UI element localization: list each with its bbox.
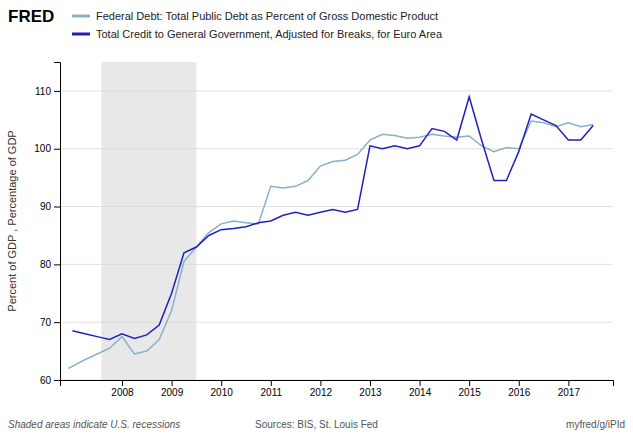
- x-tick-label: 2016: [508, 387, 531, 398]
- y-axis: 60 70 80 90 100 110: [34, 63, 60, 386]
- x-tick: 2010: [211, 380, 234, 398]
- y-tick-mark: [54, 149, 60, 150]
- series-line: [68, 121, 593, 368]
- x-tick-mark: [122, 380, 123, 386]
- y-tick: 60: [40, 375, 60, 386]
- x-tick: 2012: [310, 380, 333, 398]
- y-tick: 80: [40, 259, 60, 270]
- x-tick-mark: [568, 380, 569, 386]
- x-tick-label: 2017: [558, 387, 581, 398]
- x-tick: 2017: [558, 380, 581, 398]
- header-text: FRED: [8, 7, 54, 26]
- x-tick-mark: [469, 380, 470, 386]
- y-tick-mark: [54, 380, 60, 381]
- x-tick: 2008: [111, 380, 134, 398]
- x-tick-label: 2008: [111, 387, 134, 398]
- legend-swatch: [72, 15, 90, 18]
- y-tick: 70: [40, 317, 60, 328]
- x-tick-label: 2014: [409, 387, 432, 398]
- legend-label: Federal Debt: Total Public Debt as Perce…: [96, 10, 438, 22]
- footer-text: myfred/g/iPId: [566, 419, 625, 430]
- x-axis: 2008 2009 2010 2011 2012 2013 2014 2015 2016 2017: [61, 380, 614, 398]
- footer-text: Sources: BIS, St. Louis Fed: [255, 419, 378, 430]
- series-line: [72, 97, 593, 340]
- plot-area: [68, 62, 593, 380]
- x-tick-label: 2009: [161, 387, 184, 398]
- x-tick: 2015: [459, 380, 482, 398]
- x-tick: 2016: [508, 380, 531, 398]
- y-tick-label: 100: [34, 143, 51, 154]
- x-tick-mark: [420, 380, 421, 386]
- y-tick-mark: [54, 322, 60, 323]
- x-tick-mark: [519, 380, 520, 386]
- y-axis-line: [54, 63, 61, 381]
- y-tick-label: 70: [40, 317, 52, 328]
- y-tick: 100: [34, 143, 60, 154]
- y-tick-label: 80: [40, 259, 52, 270]
- x-tick: 2009: [161, 380, 184, 398]
- y-tick-label: 60: [40, 375, 52, 386]
- x-tick: 2014: [409, 380, 432, 398]
- legend-label: Total Credit to General Government, Adju…: [96, 28, 443, 40]
- y-tick-mark: [54, 91, 60, 92]
- legend-swatch: [72, 33, 90, 36]
- y-tick-label: 110: [35, 86, 51, 97]
- y-tick-label: 90: [40, 201, 52, 212]
- y-axis-title: Percent of GDP , Percentage of GDP: [6, 130, 18, 311]
- legend: Federal Debt: Total Public Debt as Perce…: [72, 10, 443, 40]
- x-tick: 2011: [261, 380, 283, 398]
- y-tick-mark: [54, 264, 60, 265]
- y-tick-mark: [54, 207, 60, 208]
- x-tick-label: 2013: [359, 387, 382, 398]
- y-tick: 90: [40, 201, 60, 212]
- x-axis-line: [61, 381, 614, 387]
- x-tick-label: 2012: [310, 387, 333, 398]
- y-tick: 110: [35, 86, 60, 97]
- x-tick-mark: [221, 380, 222, 386]
- footer-text: Shaded areas indicate U.S. recessions: [8, 419, 180, 430]
- x-tick-mark: [370, 380, 371, 386]
- x-tick-mark: [271, 380, 272, 386]
- x-tick-mark: [172, 380, 173, 386]
- x-tick-label: 2015: [459, 387, 482, 398]
- x-tick: 2013: [359, 380, 382, 398]
- x-tick-label: 2010: [211, 387, 234, 398]
- shaded-range: [101, 62, 196, 380]
- chart: 2008 2009 2010 2011 2012 2013 2014 2015 2016 2017…: [0, 0, 633, 436]
- x-tick-mark: [320, 380, 321, 386]
- x-tick-label: 2011: [261, 387, 283, 398]
